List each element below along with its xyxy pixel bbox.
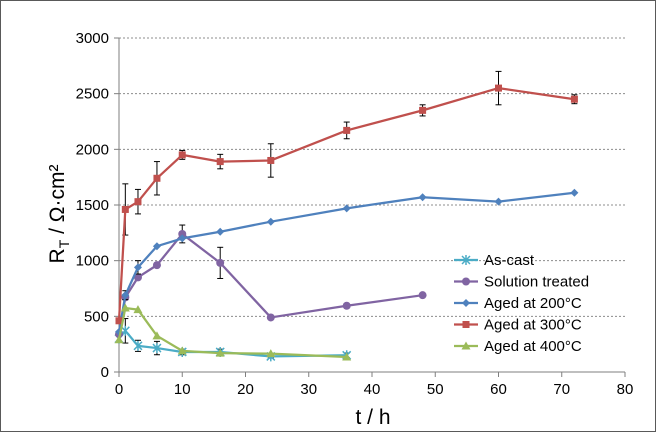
data-point-2-2	[133, 263, 142, 272]
data-point-3-5	[216, 158, 224, 166]
data-point-4-2	[133, 305, 143, 314]
legend: As-cast Solution treated Aged at 200°C Aged…	[454, 252, 589, 355]
legend-marker-0	[461, 255, 471, 265]
legend-label-0: As-cast	[484, 252, 535, 269]
series-group	[114, 70, 579, 362]
gridlines	[119, 37, 625, 317]
data-point-3-8	[419, 106, 427, 114]
y-tick-label-3: 1500	[76, 197, 109, 214]
data-point-1-8	[418, 291, 427, 300]
legend-marker-3	[462, 321, 470, 328]
data-point-1-2	[133, 273, 142, 282]
legend-label-2: Aged at 200°C	[484, 295, 582, 312]
y-tick-label-2: 1000	[76, 253, 109, 270]
data-point-2-6	[266, 217, 275, 226]
data-point-4-6	[266, 349, 276, 358]
data-point-3-1	[121, 205, 129, 213]
legend-item-1: Solution treated	[454, 274, 589, 291]
data-point-1-5	[216, 258, 225, 267]
x-tick-label-6: 60	[490, 381, 507, 398]
data-point-3-6	[267, 156, 275, 164]
series-3	[115, 70, 578, 325]
series-line-4	[117, 306, 347, 359]
y-tick-label-1: 500	[84, 308, 109, 325]
axes: 0 500 1000 1500 2000 2500 3000 0 10 20 30 40 50 60 70 8…	[76, 30, 634, 398]
x-tick-label-2: 20	[237, 381, 254, 398]
legend-item-3: Aged at 300°C	[454, 317, 582, 334]
data-point-3-4	[178, 151, 186, 159]
legend-item-2: Aged at 200°C	[454, 295, 582, 312]
y-tick-label-6: 3000	[76, 30, 109, 47]
y-tick-label-4: 2000	[76, 141, 109, 158]
data-point-2-3	[152, 242, 161, 251]
data-point-3-0	[115, 317, 123, 325]
data-point-2-1	[121, 291, 130, 300]
x-tick-label-1: 10	[174, 381, 191, 398]
legend-label-3: Aged at 300°C	[484, 317, 582, 334]
data-point-4-1	[120, 303, 130, 312]
x-tick-label-4: 40	[364, 381, 381, 398]
legend-label-4: Aged at 400°C	[484, 338, 582, 355]
legend-marker-1	[462, 277, 470, 286]
data-point-2-5	[216, 227, 225, 236]
data-point-2-10	[570, 188, 579, 197]
data-point-2-8	[418, 193, 427, 202]
legend-item-0: As-cast	[454, 252, 535, 269]
data-point-3-10	[570, 95, 578, 103]
x-axis-title: t / h	[355, 406, 390, 429]
data-point-0-2	[133, 340, 143, 351]
data-point-3-7	[343, 126, 351, 134]
series-4	[114, 303, 352, 361]
series-2	[115, 188, 579, 336]
data-point-2-4	[178, 234, 187, 243]
x-tick-label-5: 50	[427, 381, 444, 398]
legend-label-1: Solution treated	[484, 274, 589, 291]
y-tick-label-5: 2500	[76, 86, 109, 103]
y-tick-label-0: 0	[101, 364, 109, 381]
x-tick-label-3: 30	[300, 381, 317, 398]
data-point-1-4	[178, 229, 187, 238]
data-point-4-7	[342, 352, 352, 361]
legend-marker-4	[461, 341, 471, 350]
data-point-2-7	[342, 204, 351, 213]
data-point-3-9	[495, 84, 502, 92]
x-tick-label-8: 80	[617, 381, 634, 398]
data-point-4-3	[152, 331, 162, 340]
data-point-4-5	[215, 348, 225, 357]
data-point-0-3	[152, 343, 162, 354]
y-axis-title-subscript: T	[56, 239, 72, 248]
legend-item-4: Aged at 400°C	[454, 338, 582, 355]
x-tick-label-7: 70	[553, 381, 570, 398]
data-point-4-0	[114, 335, 124, 344]
data-point-2-9	[494, 197, 503, 206]
data-point-1-6	[266, 313, 275, 322]
y-axis-title-main: R	[46, 248, 69, 263]
data-point-3-2	[134, 198, 142, 206]
y-axis-title-rest: / Ω·cm²	[46, 165, 69, 240]
y-axis-title: RT / Ω·cm²	[46, 165, 72, 264]
data-point-1-7	[342, 301, 351, 310]
x-tick-label-0: 0	[115, 381, 123, 398]
data-point-1-3	[152, 261, 161, 270]
data-point-3-3	[153, 174, 161, 182]
data-point-4-4	[177, 346, 187, 355]
legend-marker-2	[462, 299, 470, 307]
series-1	[115, 224, 427, 339]
